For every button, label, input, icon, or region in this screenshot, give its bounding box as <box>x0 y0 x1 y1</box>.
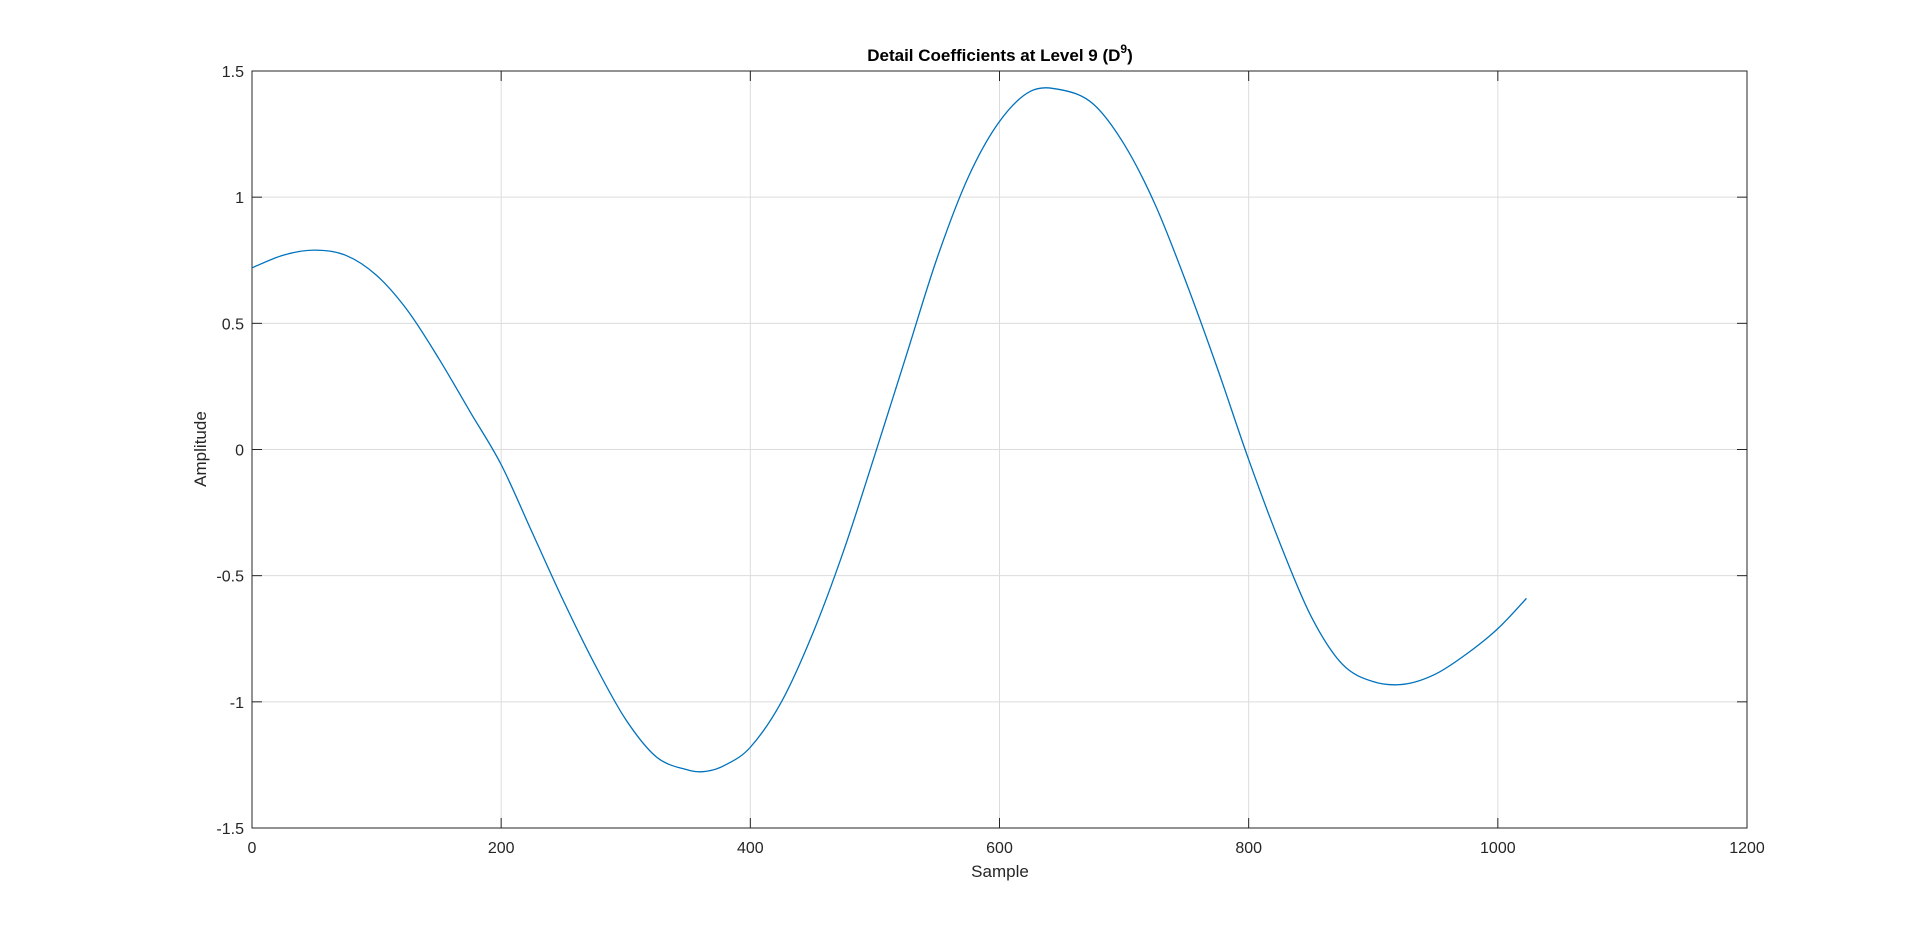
x-tick-label: 1200 <box>1729 840 1765 857</box>
x-tick-labels: 0 200 400 600 800 1000 1200 <box>248 840 1765 857</box>
y-tick-label: -0.5 <box>216 569 244 586</box>
chart-title: Detail Coefficients at Level 9 (D9) <box>867 42 1133 65</box>
series-group <box>251 87 1527 773</box>
chart-title-superscript: 9 <box>1120 42 1127 56</box>
chart-title-main: Detail Coefficients at Level 9 (D <box>867 46 1120 65</box>
y-tick-label: 0 <box>235 443 244 460</box>
y-axis-label: Amplitude <box>191 411 210 487</box>
x-tick-label: 1000 <box>1480 840 1516 857</box>
y-tick-label: 0.5 <box>222 316 244 333</box>
y-tick-label: -1.5 <box>216 821 244 838</box>
x-tick-label: 600 <box>986 840 1013 857</box>
y-tick-labels: -1.5 -1 -0.5 0 0.5 1 1.5 <box>216 64 244 838</box>
grid <box>252 71 1747 828</box>
axes-frame <box>251 70 1748 829</box>
x-axis-label: Sample <box>971 862 1029 881</box>
series-line <box>251 87 1527 773</box>
y-tick-label: 1 <box>235 190 244 207</box>
x-tick-label: 400 <box>737 840 764 857</box>
x-tick-label: 200 <box>488 840 515 857</box>
x-tick-label: 0 <box>248 840 257 857</box>
y-tick-label: 1.5 <box>222 64 244 81</box>
y-tick-label: -1 <box>230 695 244 712</box>
chart-title-tail: ) <box>1127 46 1133 65</box>
x-tick-label: 800 <box>1235 840 1262 857</box>
